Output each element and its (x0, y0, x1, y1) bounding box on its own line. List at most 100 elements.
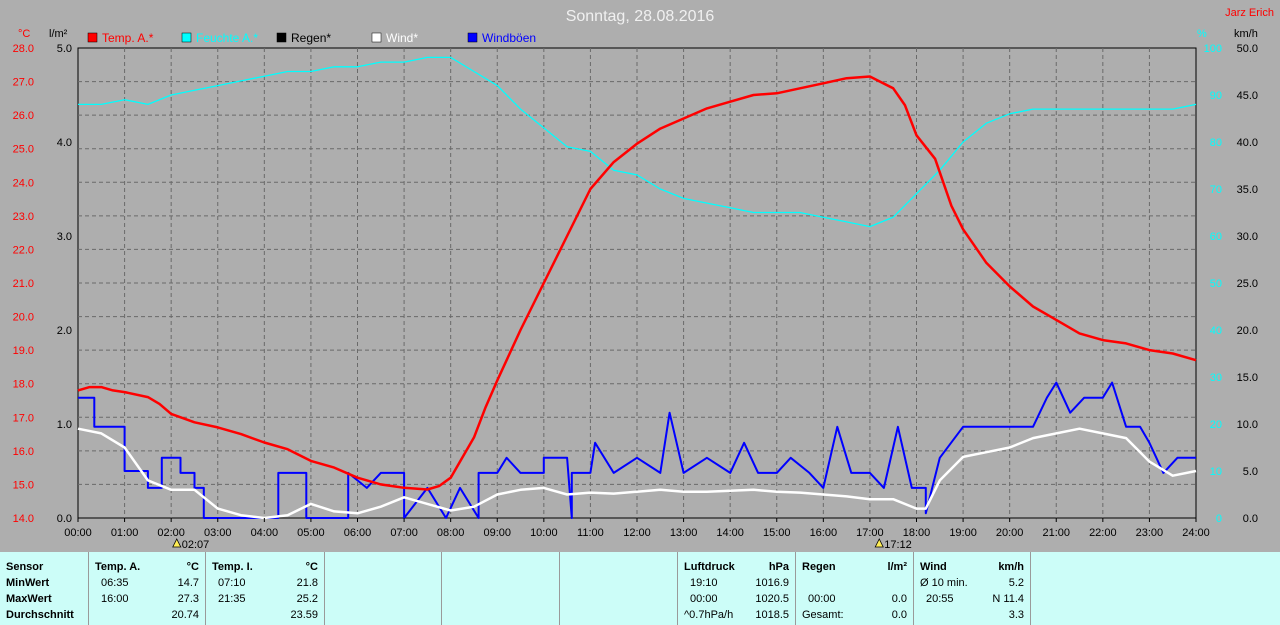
col-temp-i: Temp. I. °C 07:10 21.8 21:35 25.2 23.59 (205, 552, 324, 625)
legend-label: Regen* (291, 31, 331, 45)
temp-a-min-time: 06:35 (101, 577, 129, 589)
col-empty-2 (441, 552, 559, 625)
x-tick-label: 00:00 (64, 527, 92, 539)
series-line-wind-3 (78, 381, 1196, 519)
sensor-avg-label: Durchschnitt (6, 609, 74, 621)
sensor-max-label: MaxWert (6, 593, 52, 605)
temp-tick-label: 22.0 (13, 244, 34, 256)
luft-unit: hPa (768, 561, 789, 573)
temp-a-max-value: 27.3 (177, 593, 199, 605)
legend-label: Temp. A.* (102, 31, 154, 45)
x-tick-label: 07:00 (390, 527, 418, 539)
hum-axis-unit: % (1197, 28, 1207, 40)
legend-swatch (276, 32, 287, 43)
luft-header: Luftdruck (684, 561, 735, 573)
wind-row2-time: 20:55 (926, 593, 954, 605)
temp-a-avg: 20.74 (171, 609, 199, 621)
temp-tick-label: 15.0 (13, 479, 34, 491)
sun-mark: 17:12 (874, 538, 912, 551)
grid-lines (78, 48, 1196, 518)
series-line-temp-0 (77, 75, 1197, 491)
wind-row1-value: 5.2 (1008, 577, 1024, 589)
x-tick-label: 01:00 (111, 527, 139, 539)
col-wind: Wind km/h Ø 10 min. 5.2 20:55 N 11.4 3.3 (913, 552, 1030, 625)
rain-tick-label: 0.0 (57, 513, 72, 525)
temp-i-unit: °C (305, 561, 318, 573)
luft-min-time: 19:10 (690, 577, 718, 589)
wind-axis-unit: km/h (1234, 28, 1258, 40)
legend-swatch (87, 32, 98, 43)
col-regen: Regen l/m² 00:00 0.0 Gesamt: 0.0 (795, 552, 913, 625)
stats-panel: Sensor MinWert MaxWert Durchschnitt Temp… (0, 552, 1280, 625)
legend-swatch (467, 32, 478, 43)
x-tick-label: 22:00 (1089, 527, 1117, 539)
wind-tick-label: 35.0 (1237, 184, 1258, 196)
temp-a-min-value: 14.7 (177, 577, 199, 589)
luft-min-value: 1016.9 (755, 577, 789, 589)
hum-tick-label: 10 (1210, 466, 1222, 478)
x-tick-label: 19:00 (949, 527, 977, 539)
hum-tick-label: 30 (1210, 372, 1222, 384)
series-line-wind-2 (77, 427, 1197, 520)
temp-tick-label: 23.0 (13, 211, 34, 223)
legend-item-wind: Wind* (371, 31, 418, 45)
temp-tick-label: 21.0 (13, 278, 34, 290)
luft-max-value: 1020.5 (755, 593, 789, 605)
wind-row1-label: Ø 10 min. (920, 577, 968, 589)
x-tick-label: 20:00 (996, 527, 1024, 539)
temp-i-max-time: 21:35 (218, 593, 246, 605)
legend: Temp. A.* Feuchte A.* Regen* Wind* Windböen (87, 31, 536, 45)
x-tick-label: 12:00 (623, 527, 651, 539)
series-lines (77, 56, 1197, 520)
x-tick-label: 21:00 (1042, 527, 1070, 539)
sun-icon (172, 538, 182, 548)
temp-tick-label: 28.0 (13, 43, 34, 55)
x-tick-label: 23:00 (1136, 527, 1164, 539)
wind-tick-label: 45.0 (1237, 90, 1258, 102)
luft-max-time: 00:00 (690, 593, 718, 605)
rain-tick-label: 1.0 (57, 419, 72, 431)
hum-tick-label: 90 (1210, 90, 1222, 102)
x-tick-label: 17:00 (856, 527, 884, 539)
temp-i-min-value: 21.8 (296, 577, 318, 589)
rain-tick-label: 3.0 (57, 231, 72, 243)
luft-trend-label: ^0.7hPa/h (684, 609, 734, 621)
rain-axis-unit: l/m² (49, 28, 68, 40)
col-luftdruck: Luftdruck hPa 19:10 1016.9 00:00 1020.5 ^0.… (677, 552, 795, 625)
x-tick-label: 16:00 (810, 527, 838, 539)
wind-tick-label: 15.0 (1237, 372, 1258, 384)
temp-tick-label: 24.0 (13, 177, 34, 189)
wind-unit: km/h (998, 561, 1024, 573)
x-tick-label: 18:00 (903, 527, 931, 539)
sun-mark-label: 02:07 (182, 539, 210, 551)
x-tick-label: 04:00 (251, 527, 279, 539)
col-empty-1 (324, 552, 441, 625)
regen-total-label: Gesamt: (802, 609, 844, 621)
legend-item-boeen: Windböen (467, 31, 536, 45)
corner-label: Jarz Erich (1225, 7, 1274, 19)
regen-row1-time: 00:00 (808, 593, 836, 605)
col-empty-4 (1030, 552, 1280, 625)
x-tick-label: 15:00 (763, 527, 791, 539)
legend-swatch (181, 32, 192, 43)
temp-tick-label: 18.0 (13, 379, 34, 391)
wind-tick-label: 0.0 (1243, 513, 1258, 525)
chart-title: Sonntag, 28.08.2016 (566, 8, 715, 25)
weather-chart: 28.0 27.0 26.0 25.0 24.0 23.0 22.0 21.0 20.0 19.0… (13, 7, 1274, 551)
x-tick-label: 06:00 (344, 527, 372, 539)
col-empty-3 (559, 552, 677, 625)
x-tick-label: 09:00 (483, 527, 511, 539)
hum-tick-label: 50 (1210, 278, 1222, 290)
temp-i-min-time: 07:10 (218, 577, 246, 589)
x-tick-label: 05:00 (297, 527, 325, 539)
wind-tick-label: 50.0 (1237, 43, 1258, 55)
hum-tick-label: 0 (1216, 513, 1222, 525)
temp-tick-label: 19.0 (13, 345, 34, 357)
hum-tick-label: 60 (1210, 231, 1222, 243)
wind-tick-label: 25.0 (1237, 278, 1258, 290)
legend-item-feuchte: Feuchte A.* (181, 31, 258, 45)
legend-label: Feuchte A.* (196, 31, 258, 45)
x-tick-label: 02:00 (157, 527, 185, 539)
sun-icon (874, 538, 884, 548)
sensor-min-label: MinWert (6, 577, 50, 589)
